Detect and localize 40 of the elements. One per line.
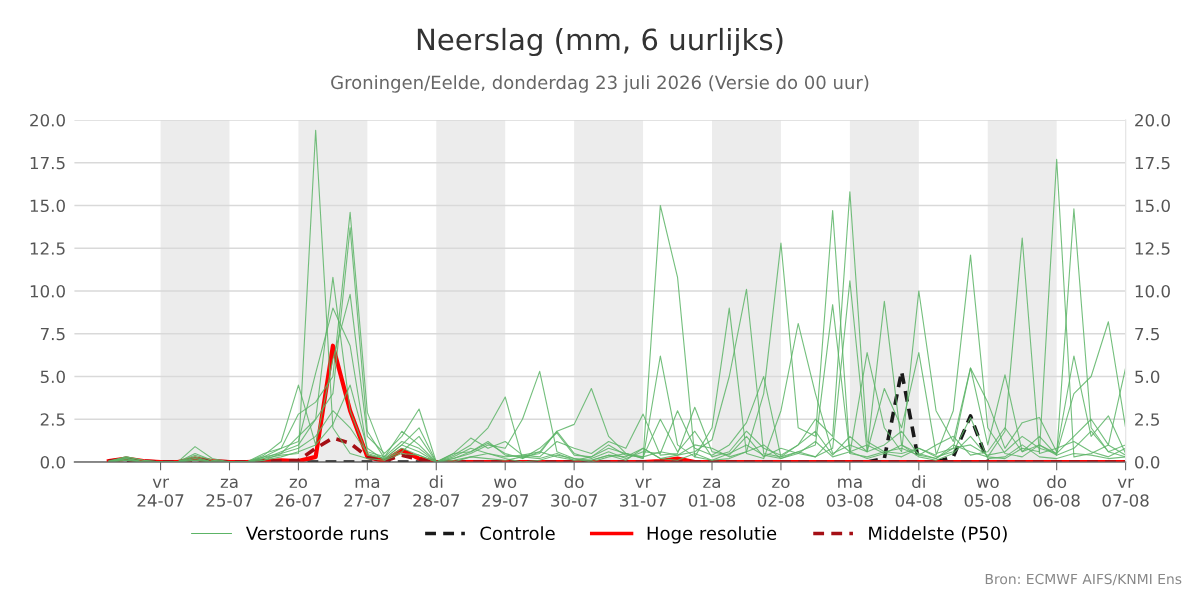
- chart-subtitle: Groningen/Eelde, donderdag 23 juli 2026 (Versie do 00 uur): [331, 75, 869, 93]
- y2-tick-label: 17.5: [1135, 156, 1170, 170]
- x-tick-label: ma 27-07: [344, 478, 391, 507]
- legend-label: Verstoorde runs: [245, 526, 389, 541]
- x-tick-label: di 04-08: [895, 475, 942, 507]
- y2-tick-label: 0.0: [1135, 455, 1160, 469]
- legend-label: Controle: [480, 526, 555, 541]
- x-tick-label: do 30-07: [551, 475, 597, 507]
- y2-tick-label: 12.5: [1135, 242, 1170, 255]
- y-tick-label: 10.0: [30, 284, 65, 298]
- legend-label: Middelste (P50): [869, 526, 1007, 543]
- text: Bron: ECMWF AIFS/KNMI Ens: [985, 573, 1182, 586]
- y2-tick-label: 2.5: [1135, 413, 1159, 426]
- x-tick-label: vr 24-07: [137, 478, 184, 507]
- x-tick-label: za 25-07: [206, 478, 253, 507]
- x-tick-label: di 28-07: [413, 475, 460, 507]
- y2-tick-label: 15.0: [1135, 199, 1170, 213]
- y-tick-label: 0.0: [40, 455, 65, 469]
- chart-title: Neerslag (mm, 6 uurlijks): [417, 27, 783, 57]
- x-tick-label: zo 02-08: [757, 478, 805, 507]
- y-tick-label: 12.5: [30, 242, 65, 255]
- x-tick-label: wo 29-07: [482, 478, 529, 507]
- x-tick-label: do 06-08: [1033, 475, 1080, 507]
- x-tick-label: wo 05-08: [964, 478, 1011, 507]
- y2-tick-label: 20.0: [1135, 113, 1170, 127]
- legend-label: Hoge resolutie: [647, 526, 777, 544]
- y-tick-label: 2.5: [40, 413, 65, 426]
- y2-tick-label: 5.0: [1135, 370, 1160, 384]
- y2-tick-label: 10.0: [1135, 284, 1170, 298]
- y-tick-label: 20.0: [30, 113, 65, 127]
- y-tick-label: 15.0: [30, 199, 65, 213]
- y2-tick-label: 7.5: [1135, 327, 1159, 341]
- x-tick-label: vr 07-08: [1102, 478, 1149, 507]
- y-tick-label: 5.0: [40, 370, 65, 384]
- x-tick-label: ma 03-08: [826, 478, 873, 507]
- y-tick-label: 7.5: [40, 327, 65, 341]
- x-tick-label: za 01-08: [688, 478, 736, 507]
- x-tick-label: vr 31-07: [620, 478, 666, 507]
- x-tick-label: zo 26-07: [275, 478, 322, 507]
- y-tick-label: 17.5: [30, 156, 65, 170]
